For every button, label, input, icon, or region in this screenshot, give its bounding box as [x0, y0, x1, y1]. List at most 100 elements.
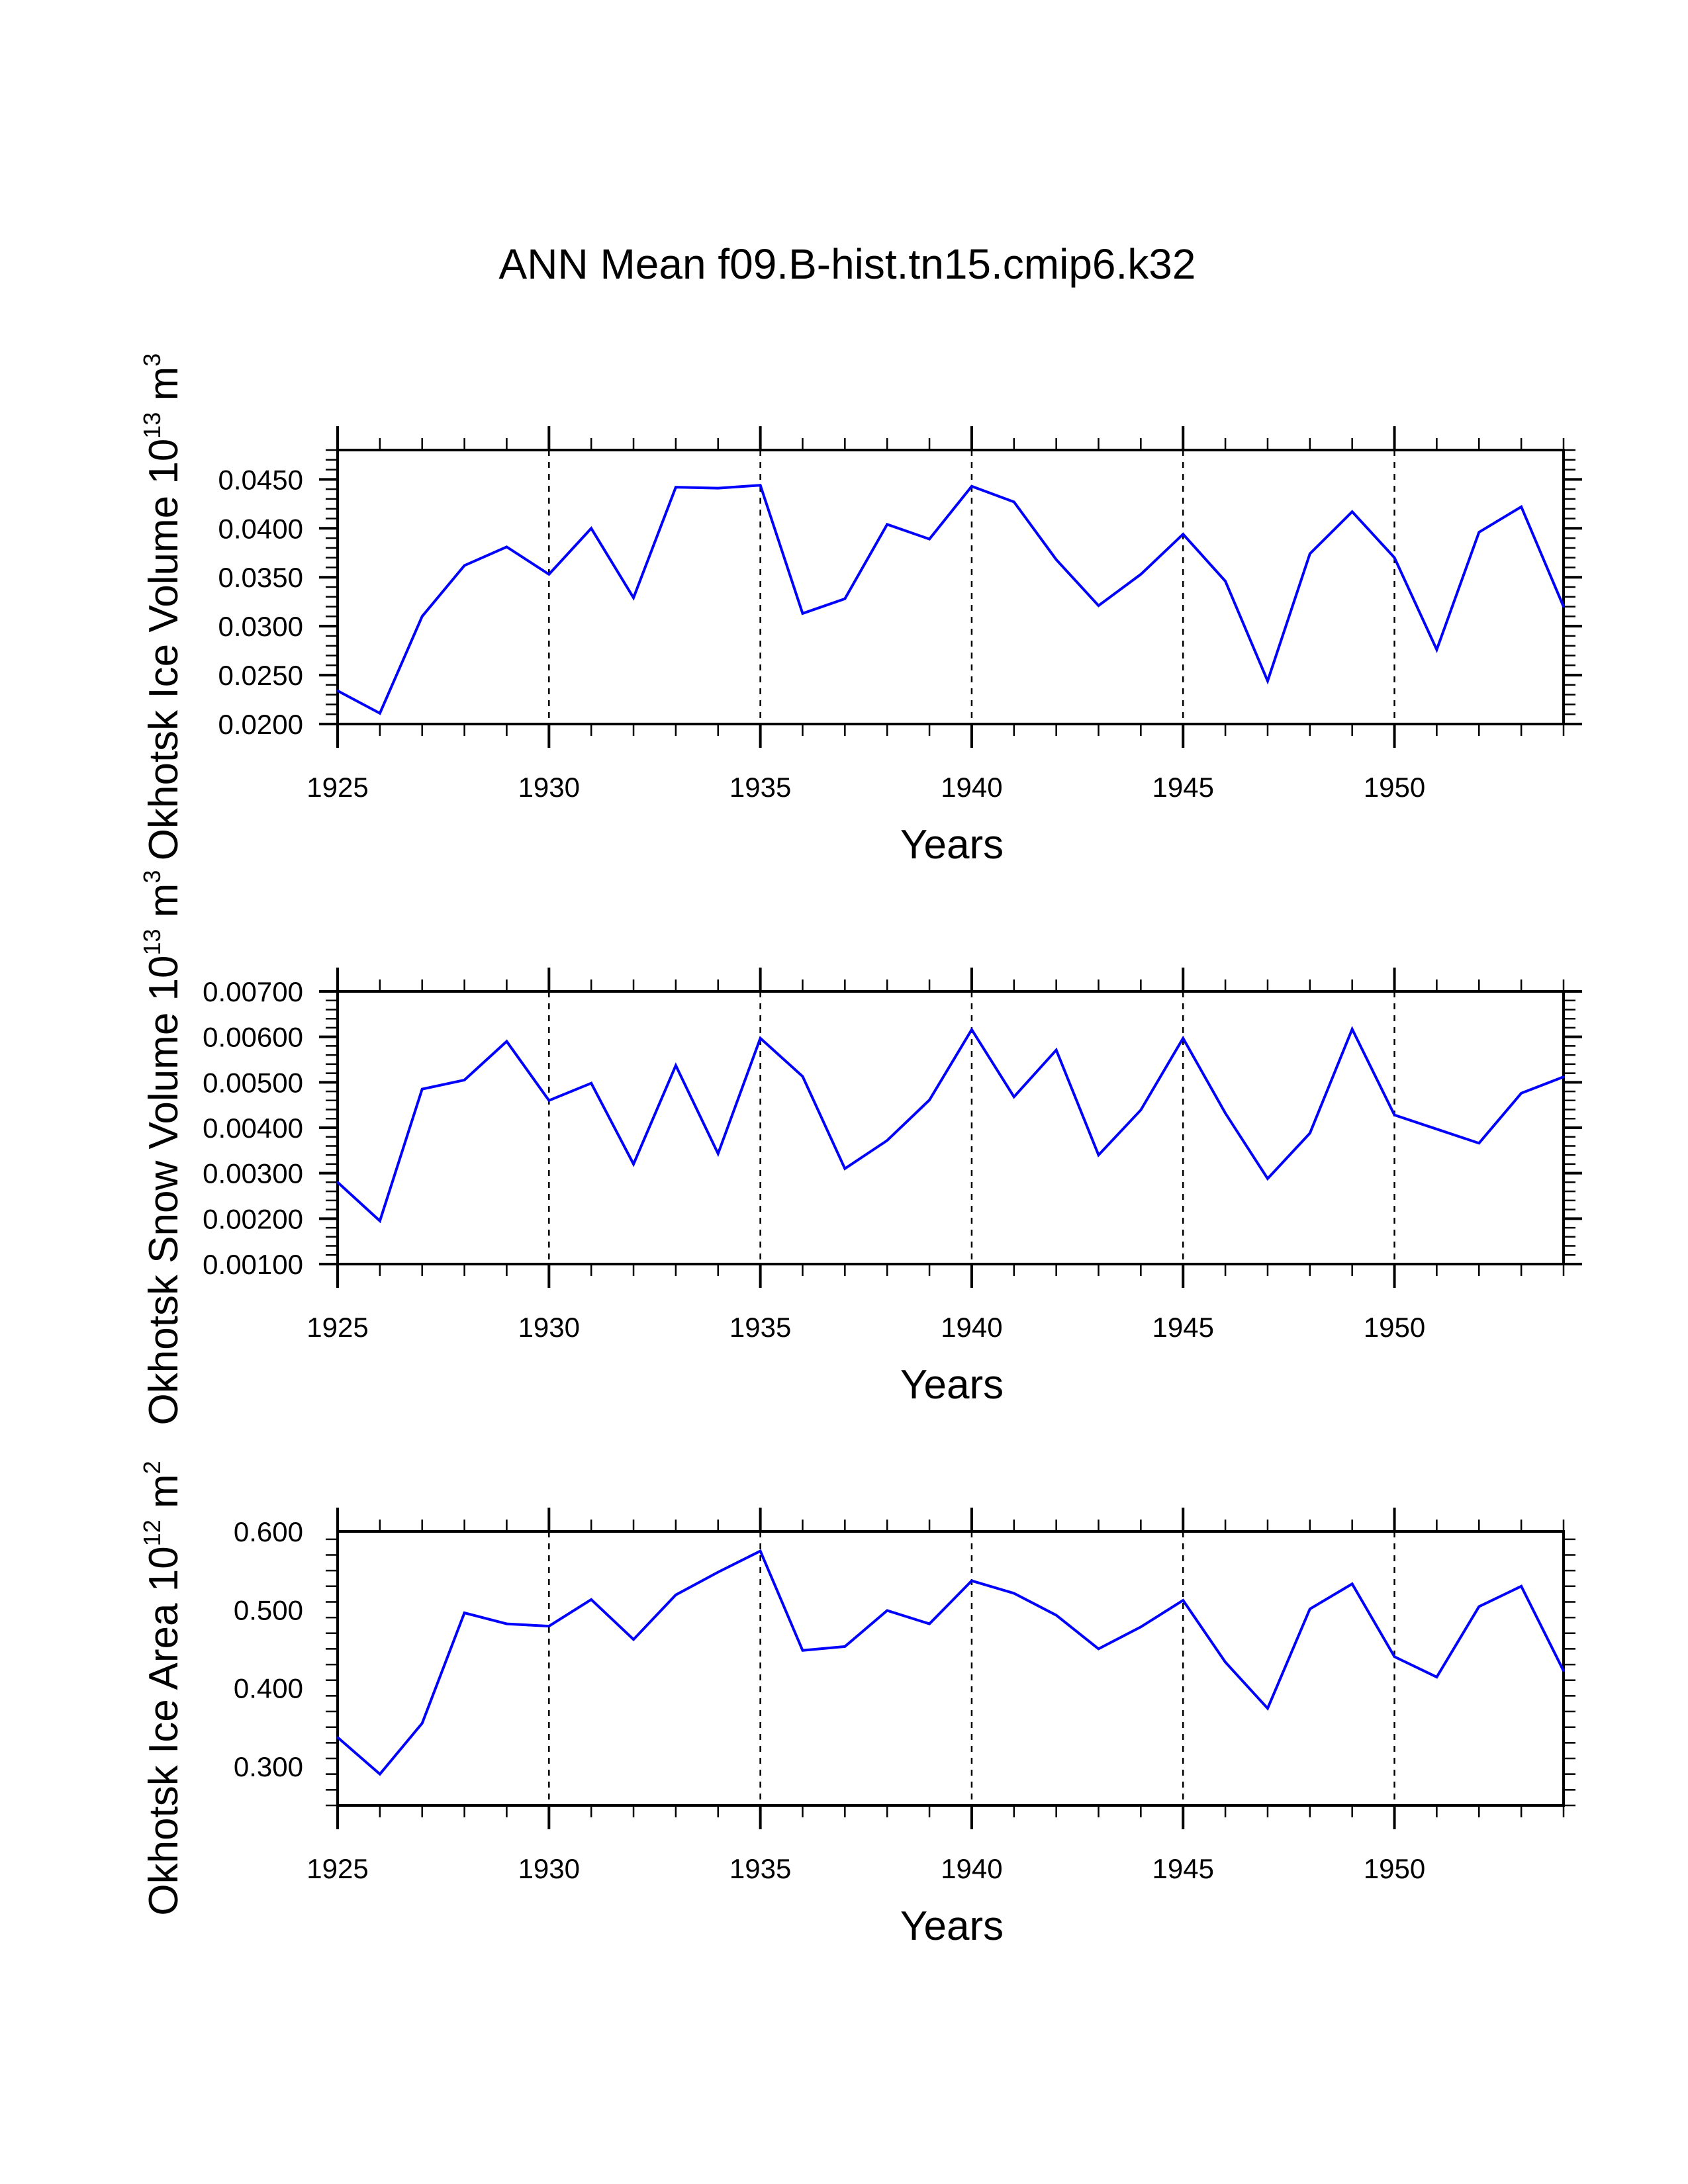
data-point [675, 486, 677, 488]
y-axis-title: Okhotsk Ice Volume 1013 m3 [138, 353, 187, 861]
data-point [759, 1037, 762, 1040]
data-point [1098, 604, 1100, 607]
data-point [1309, 553, 1311, 555]
data-point [1520, 1092, 1523, 1095]
data-point [717, 1571, 720, 1574]
plot-frame [336, 990, 1565, 1265]
plot-frame [336, 449, 1565, 725]
x-tick-label: 1935 [729, 772, 791, 803]
data-point [1098, 1154, 1100, 1156]
x-axis-title: Years [900, 822, 1004, 868]
data-point [1055, 1614, 1058, 1617]
data-point [463, 1612, 466, 1614]
data-point [1309, 1608, 1311, 1610]
data-point [1309, 1132, 1311, 1134]
data-point [801, 1649, 804, 1652]
data-point [717, 1152, 720, 1155]
data-point [1520, 506, 1523, 508]
data-point [843, 598, 846, 600]
data-point [590, 1598, 592, 1601]
data-point [1477, 1142, 1480, 1144]
y-tick-label: 0.00200 [203, 1203, 303, 1234]
y-tick-label: 0.0300 [218, 611, 303, 642]
y-tick-label: 0.400 [234, 1673, 303, 1704]
x-tick-label: 1930 [518, 1853, 580, 1884]
data-point [1477, 1606, 1480, 1608]
data-point [1562, 606, 1565, 608]
data-point [1182, 1037, 1184, 1040]
data-point [547, 573, 550, 576]
data-point [1393, 1114, 1396, 1116]
data-point [1351, 510, 1354, 513]
y-tick-label: 0.00700 [203, 976, 303, 1007]
data-point [505, 1623, 508, 1625]
data-point [590, 1082, 592, 1085]
data-point [675, 1594, 677, 1596]
data-point [1055, 559, 1058, 561]
data-point [886, 1609, 888, 1612]
x-tick-label: 1940 [941, 772, 1002, 803]
x-tick-label: 1935 [729, 1853, 791, 1884]
x-tick-label: 1925 [306, 1312, 368, 1343]
ice-area-panel: 1925 1930 1935 1940 1945 1950 0.300 0.400 0.500 0… [138, 1461, 1575, 1949]
data-point [632, 596, 635, 599]
data-point [590, 527, 592, 529]
x-tick-label: 1950 [1364, 1853, 1425, 1884]
data-point [421, 1088, 424, 1091]
data-point [1266, 680, 1269, 682]
data-point [336, 1181, 339, 1183]
y-tick-label: 0.00100 [203, 1249, 303, 1280]
data-point [1013, 500, 1015, 503]
data-point [336, 1736, 339, 1739]
data-point [1520, 1585, 1523, 1588]
data-point [463, 564, 466, 567]
data-point [379, 1773, 381, 1776]
data-point [970, 1580, 973, 1582]
snow-volume-panel: 1925 1930 1935 1940 1945 1950 0.00100 0.00200 0.… [138, 870, 1582, 1426]
y-axis-title: Okhotsk Snow Volume 1013 m3 [138, 870, 187, 1426]
x-tick-label: 1945 [1152, 1312, 1214, 1343]
x-tick-label: 1925 [306, 1853, 368, 1884]
x-tick-label: 1935 [729, 1312, 791, 1343]
data-point [1351, 1028, 1354, 1030]
data-point [759, 1550, 762, 1553]
data-point [1477, 531, 1480, 533]
y-tick-label: 0.00300 [203, 1158, 303, 1189]
data-point [970, 485, 973, 488]
series-line [337, 484, 1565, 715]
x-axis-title: Years [900, 1903, 1004, 1949]
y-tick-label: 0.00500 [203, 1067, 303, 1098]
data-point [1266, 1177, 1269, 1180]
x-tick-label: 1940 [941, 1853, 1002, 1884]
data-point [632, 1163, 635, 1165]
data-point [1562, 1670, 1565, 1672]
data-point [421, 615, 424, 617]
y-tick-label: 0.300 [234, 1751, 303, 1782]
data-point [1351, 1582, 1354, 1585]
x-tick-label: 1950 [1364, 772, 1425, 803]
data-point [928, 1099, 931, 1101]
data-point [717, 487, 720, 490]
y-axis-title: Okhotsk Ice Area 1012 m2 [138, 1461, 187, 1915]
x-tick-label: 1930 [518, 772, 580, 803]
data-point [886, 1139, 888, 1142]
data-point [505, 1040, 508, 1043]
series-line [336, 1549, 1565, 1776]
series-line [336, 1026, 1564, 1224]
data-point [1182, 533, 1184, 535]
data-point [1013, 1592, 1015, 1594]
data-point [928, 538, 931, 541]
data-point [1139, 1625, 1142, 1628]
data-point [886, 523, 888, 525]
data-point [632, 1638, 635, 1641]
y-tick-label: 0.00600 [203, 1022, 303, 1053]
x-tick-label: 1950 [1364, 1312, 1425, 1343]
x-axis-title: Years [900, 1362, 1004, 1408]
plot-frame [336, 1530, 1565, 1807]
data-point [1224, 1661, 1227, 1664]
x-tick-label: 1945 [1152, 1853, 1214, 1884]
data-point [547, 1099, 550, 1102]
y-tick-label: 0.0200 [218, 709, 303, 740]
data-point [1139, 1109, 1142, 1111]
data-point [1562, 1075, 1565, 1078]
